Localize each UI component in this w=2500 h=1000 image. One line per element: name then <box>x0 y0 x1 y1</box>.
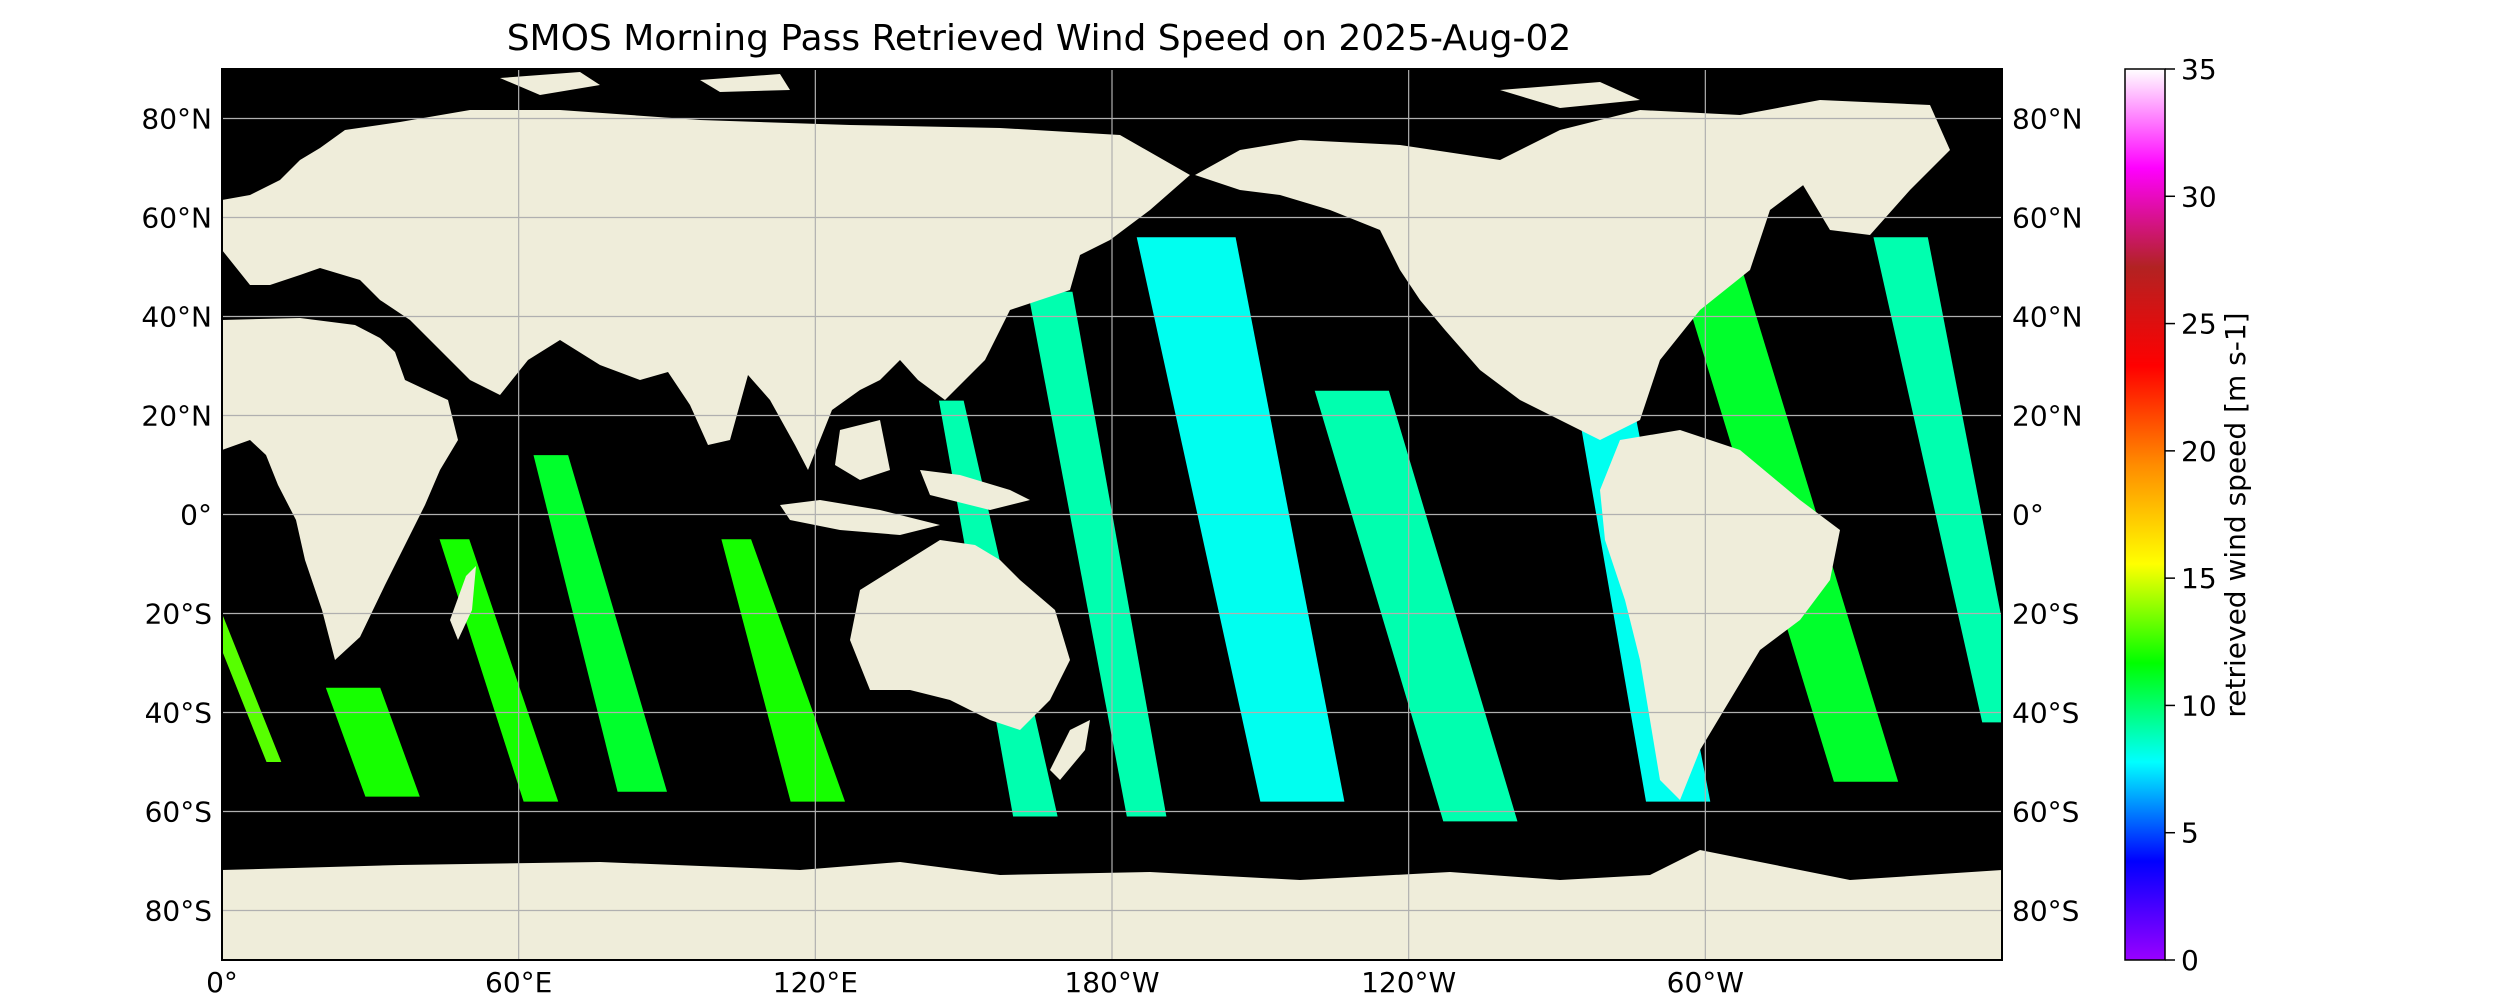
lat-label-right: 80°N <box>2012 103 2083 136</box>
gridlines <box>222 69 2002 960</box>
colorbar-tick-label: 0 <box>2181 944 2199 977</box>
colorbar-gradient <box>2124 68 2166 961</box>
colorbar-tick-label: 15 <box>2181 562 2217 595</box>
map-frame <box>221 68 2003 961</box>
lat-label-left: 60°N <box>141 202 212 235</box>
lat-label-left: 40°S <box>145 697 212 730</box>
lat-label-right: 40°N <box>2012 301 2083 334</box>
land-south-america <box>1600 430 1840 800</box>
land-madagascar <box>450 566 476 640</box>
colorbar-tick-label: 5 <box>2181 817 2199 850</box>
colorbar-tick-label: 30 <box>2181 180 2217 213</box>
lon-label: 120°W <box>1361 966 1456 999</box>
swath-4 <box>533 455 667 792</box>
lat-label-left: 80°N <box>141 103 212 136</box>
colorbar-ticks: 0 5 10 15 20 25 30 35 <box>2165 53 2217 977</box>
latitude-labels-left: 80°N 60°N 40°N 20°N 0° 20°S 40°S 60°S 80°S <box>141 103 212 928</box>
longitude-labels: 0° 60°E 120°E 180°W 120°W 60°W <box>206 966 1744 999</box>
lon-label: 60°E <box>485 966 552 999</box>
land-greenland <box>1740 100 1950 235</box>
latitude-labels-right: 80°N 60°N 40°N 20°N 0° 20°S 40°S 60°S 80°S <box>2012 103 2083 928</box>
chart-title: SMOS Morning Pass Retrieved Wind Speed o… <box>507 18 1572 59</box>
lat-label-right: 80°S <box>2012 895 2079 928</box>
colorbar: 0 5 10 15 20 25 30 35 retrieved wind speed [m s… <box>2124 53 2252 977</box>
land-arctic-islands <box>500 72 1640 108</box>
swath-1 <box>222 613 282 762</box>
lat-label-left: 80°S <box>145 895 212 928</box>
land-africa <box>222 318 458 660</box>
lon-label: 60°W <box>1667 966 1744 999</box>
lat-label-right: 20°S <box>2012 598 2079 631</box>
lon-label: 0° <box>206 966 238 999</box>
lon-label: 120°E <box>773 966 858 999</box>
swath-7 <box>1027 291 1167 817</box>
land-australia <box>850 540 1070 730</box>
lat-label-left: 20°N <box>141 400 212 433</box>
lat-label-left: 0° <box>180 499 212 532</box>
lat-label-right: 60°N <box>2012 202 2083 235</box>
colorbar-tick-label: 35 <box>2181 53 2217 86</box>
colorbar-tick-label: 20 <box>2181 435 2217 468</box>
lat-label-left: 20°S <box>145 598 212 631</box>
map-panel <box>221 68 2003 961</box>
lat-label-right: 0° <box>2012 499 2044 532</box>
swath-5 <box>721 539 845 802</box>
land-cuba <box>1560 372 1630 392</box>
land-japan <box>1018 248 1068 300</box>
swath-2 <box>325 687 420 797</box>
land-masses <box>222 72 2002 960</box>
lon-label: 180°W <box>1064 966 1159 999</box>
swath-12 <box>1873 237 2002 723</box>
land-indonesia <box>780 420 1030 535</box>
swath-8 <box>1136 237 1345 802</box>
land-new-zealand <box>1050 720 1090 780</box>
lat-label-right: 40°S <box>2012 697 2079 730</box>
lat-label-left: 60°S <box>145 796 212 829</box>
land-eurasia <box>222 110 1190 470</box>
colorbar-label: retrieved wind speed [m s-1] <box>2219 312 2252 717</box>
land-north-america <box>1195 110 1810 440</box>
swath-9 <box>1314 390 1518 822</box>
colorbar-tick-label: 25 <box>2181 308 2217 341</box>
colorbar-tick-label: 10 <box>2181 689 2217 722</box>
lat-label-right: 60°S <box>2012 796 2079 829</box>
lat-label-right: 20°N <box>2012 400 2083 433</box>
lat-label-left: 40°N <box>141 301 212 334</box>
